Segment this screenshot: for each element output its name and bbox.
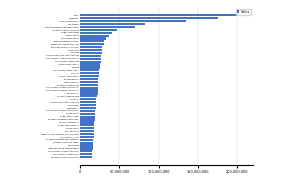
Bar [80, 124, 94, 126]
Bar [80, 72, 99, 74]
Bar [80, 66, 100, 68]
Bar [80, 49, 102, 51]
Bar [80, 121, 94, 124]
Bar [80, 40, 104, 42]
Bar [80, 46, 102, 48]
Bar [80, 58, 101, 60]
Bar [80, 133, 94, 135]
Bar [80, 69, 99, 71]
Bar [80, 32, 112, 34]
Bar [80, 147, 93, 150]
Bar [80, 116, 95, 118]
Bar [80, 81, 98, 83]
Bar [80, 113, 95, 115]
Bar [80, 150, 92, 152]
Bar [80, 84, 98, 86]
Bar [80, 136, 94, 138]
Bar [80, 118, 95, 121]
Bar [80, 26, 135, 28]
Bar [80, 34, 109, 37]
Bar [80, 101, 96, 103]
Bar [80, 156, 92, 158]
Bar [80, 104, 96, 106]
Bar [80, 98, 96, 100]
Bar [80, 63, 100, 66]
Bar [80, 23, 145, 25]
Bar [80, 142, 93, 144]
Bar [80, 90, 98, 92]
Bar [80, 78, 98, 80]
Bar [80, 153, 92, 155]
Bar [80, 29, 117, 31]
Legend: Sales: Sales [236, 9, 251, 15]
Bar [80, 61, 101, 63]
Bar [80, 107, 96, 109]
Bar [80, 139, 93, 141]
Bar [80, 55, 102, 57]
Bar [80, 127, 94, 129]
Bar [80, 110, 95, 112]
Bar [80, 95, 97, 98]
Bar [80, 130, 94, 132]
Bar [80, 87, 98, 89]
Bar [80, 75, 99, 77]
Bar [80, 14, 238, 16]
Bar [80, 17, 218, 19]
Bar [80, 20, 186, 22]
Bar [80, 144, 93, 147]
Bar [80, 43, 104, 45]
Bar [80, 37, 106, 40]
Bar [80, 92, 98, 95]
Bar [80, 52, 102, 54]
